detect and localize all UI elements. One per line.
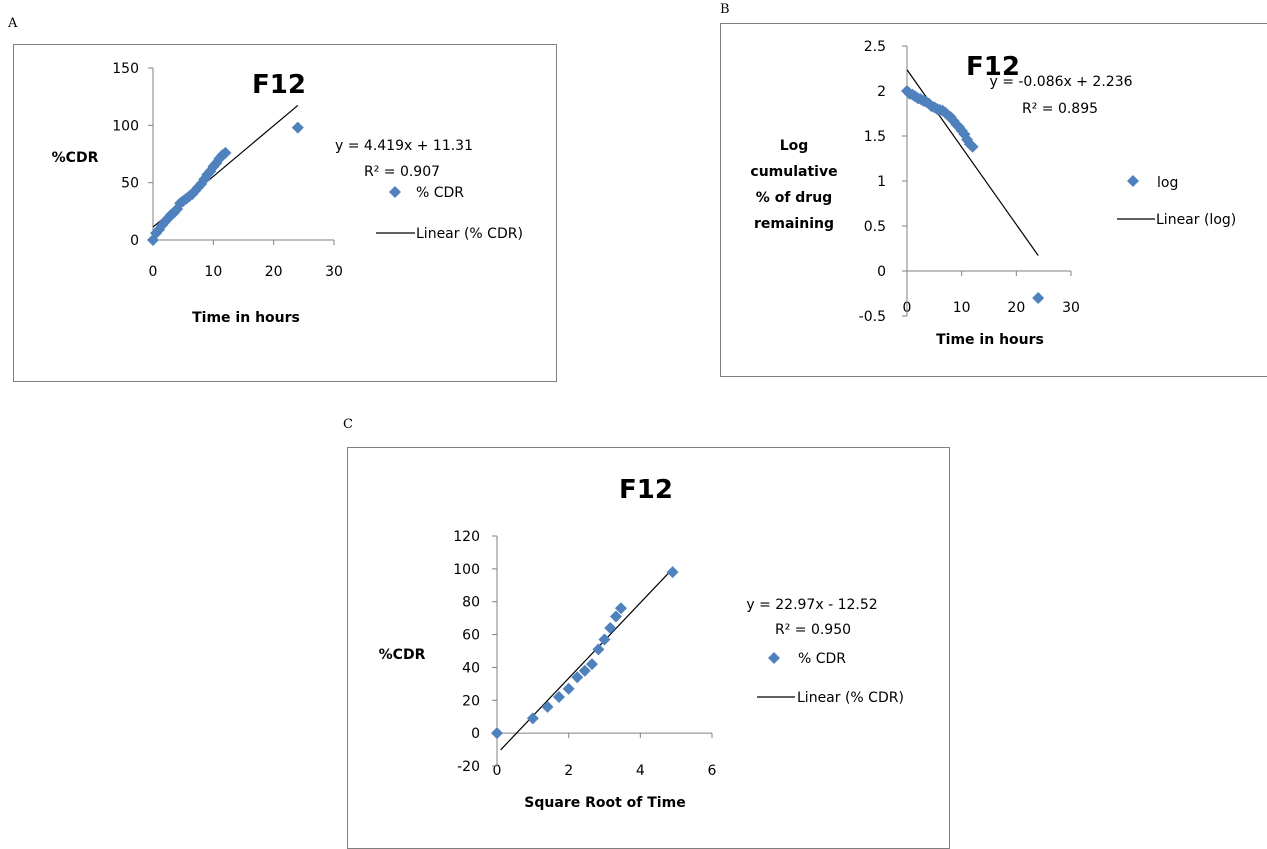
chart-a: F12 %CDR Time in hours 0 50 100 150 0 10 20 30… — [52, 61, 523, 326]
chart-a-x-tick-label: 0 — [149, 264, 158, 280]
chart-a-x-tick-label: 10 — [204, 264, 222, 280]
chart-c-x-tick-label: 2 — [564, 763, 573, 779]
chart-c-data-point — [598, 633, 611, 646]
chart-b-data-point — [966, 140, 979, 153]
chart-b-y-tick-label: 1.5 — [864, 129, 886, 145]
chart-c: F12 %CDR Square Root of Time -2002040608… — [379, 475, 904, 811]
chart-c-x-tick-label: 4 — [636, 763, 645, 779]
panel-letter-a: A — [8, 16, 18, 31]
chart-a-x-axis-title: Time in hours — [192, 310, 300, 326]
chart-b-y-tick-label: 2 — [877, 84, 886, 100]
chart-a-x-tick-label: 30 — [325, 264, 343, 280]
chart-a-equation: y = 4.419x + 11.31 — [335, 138, 473, 154]
chart-c-y-tick-label: 20 — [462, 693, 480, 709]
chart-c-y-tick-label: 120 — [453, 529, 480, 545]
chart-a-legend-fit: Linear (% CDR) — [416, 226, 523, 242]
chart-a-legend-series: % CDR — [416, 185, 464, 201]
chart-a-title: F12 — [252, 70, 306, 100]
chart-c-data-point — [592, 643, 605, 656]
chart-a-legend-marker — [389, 186, 401, 198]
chart-c-y-tick-label: 80 — [462, 595, 480, 611]
chart-c-y-tick-label: 0 — [471, 726, 480, 742]
panel-letter-c: C — [343, 417, 353, 432]
chart-c-legend-series: % CDR — [798, 651, 846, 667]
chart-b-title: F12 — [966, 52, 1020, 82]
chart-b-y-tick-label: 0.5 — [864, 219, 886, 235]
chart-b-y-tick-label: -0.5 — [859, 309, 886, 325]
chart-b-legend-series: log — [1157, 175, 1178, 191]
chart-c-y-tick-label: 40 — [462, 660, 480, 676]
chart-b-legend-fit: Linear (log) — [1156, 212, 1236, 228]
chart-b-y-axis-title-line4: remaining — [754, 216, 834, 232]
chart-c-x-axis-title: Square Root of Time — [524, 795, 685, 811]
chart-c-data-point — [585, 658, 598, 671]
chart-b-x-axis-title: Time in hours — [936, 332, 1044, 348]
chart-b-equation: y = -0.086x + 2.236 — [989, 74, 1132, 90]
chart-frame-c — [347, 447, 950, 849]
chart-b-y-axis-title-line1: Log — [780, 138, 809, 154]
chart-a-y-tick-label: 100 — [112, 118, 139, 134]
chart-c-data-point — [562, 682, 575, 695]
chart-c-data-point — [571, 671, 584, 684]
chart-b-y-axis-title-line3: % of drug — [756, 190, 832, 206]
chart-a-r2: R² = 0.907 — [364, 164, 440, 180]
chart-c-title: F12 — [619, 475, 673, 505]
chart-c-legend-fit: Linear (% CDR) — [797, 690, 904, 706]
chart-b-y-tick-label: 0 — [877, 264, 886, 280]
chart-c-legend-marker — [768, 652, 780, 664]
chart-c-r2: R² = 0.950 — [775, 622, 851, 638]
chart-a-x-tick-label: 20 — [265, 264, 283, 280]
chart-b-y-axis-title-line2: cumulative — [750, 164, 837, 180]
chart-c-y-tick-label: 60 — [462, 628, 480, 644]
chart-c-data-point — [609, 610, 622, 623]
chart-c-y-tick-label: 100 — [453, 562, 480, 578]
chart-b-data-point — [1032, 292, 1045, 304]
chart-c-x-tick-label: 6 — [708, 763, 717, 779]
chart-c-data-point — [526, 712, 539, 725]
chart-c-equation: y = 22.97x - 12.52 — [746, 597, 877, 613]
chart-frame-b — [720, 23, 1267, 377]
chart-b-x-tick-label: 30 — [1062, 300, 1080, 316]
chart-c-data-point — [604, 622, 617, 634]
chart-c-data-point — [666, 566, 679, 579]
chart-a-y-tick-label: 0 — [130, 233, 139, 249]
chart-b-y-tick-label: 1 — [877, 174, 886, 190]
chart-b-legend-marker — [1127, 175, 1139, 187]
chart-c-data-point — [614, 602, 627, 615]
chart-b-y-tick-label: 2.5 — [864, 39, 886, 55]
panel-letter-b: B — [720, 2, 730, 17]
chart-a-data-point — [219, 146, 232, 159]
chart-frame-a — [13, 44, 557, 382]
chart-b-x-tick-label: 10 — [953, 300, 971, 316]
chart-c-y-tick-label: -20 — [457, 759, 480, 775]
chart-c-x-tick-label: 0 — [493, 763, 502, 779]
chart-a-y-tick-label: 50 — [121, 176, 139, 192]
chart-b-x-tick-label: 20 — [1007, 300, 1025, 316]
chart-a-y-axis-title: %CDR — [52, 150, 99, 166]
chart-c-data-point — [541, 700, 554, 713]
chart-a-y-tick-label: 150 — [112, 61, 139, 77]
chart-c-y-axis-title: %CDR — [379, 647, 426, 663]
chart-a-data-point — [291, 121, 304, 134]
chart-c-trendline — [500, 568, 674, 751]
chart-b-r2: R² = 0.895 — [1022, 101, 1098, 117]
chart-b: F12 Log cumulative % of drug remaining T… — [750, 39, 1236, 348]
chart-c-data-point — [491, 727, 503, 740]
chart-c-data-point — [578, 664, 591, 677]
chart-c-data-point — [552, 691, 565, 703]
